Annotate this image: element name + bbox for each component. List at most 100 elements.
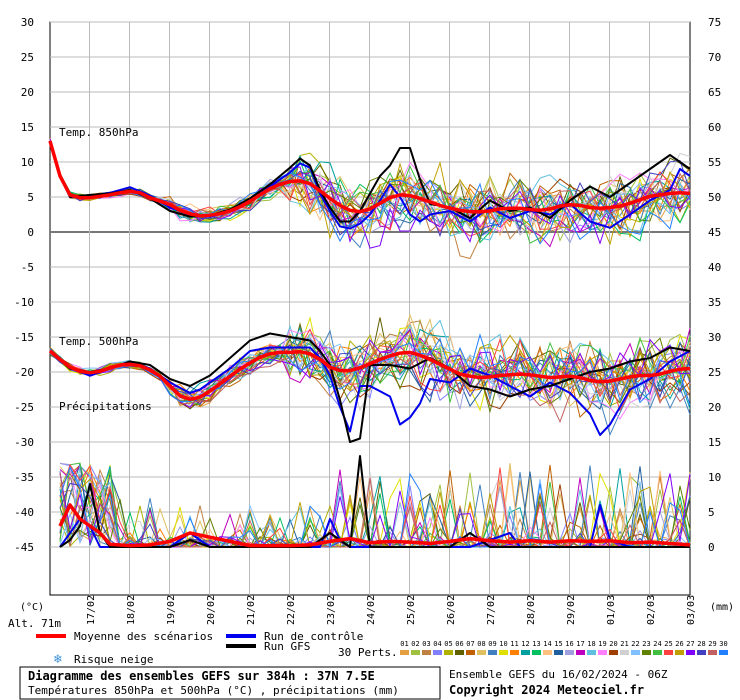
pert-legend-label: 12 xyxy=(521,640,529,648)
left-unit: (°C) xyxy=(20,602,44,613)
legend-control-label: Run de contrôle xyxy=(264,630,363,643)
snowflake-icon: ❄ xyxy=(53,652,62,667)
chart-subtitle: Températures 850hPa et 500hPa (°C) , pré… xyxy=(28,684,399,697)
right-tick-label: 10 xyxy=(708,471,721,484)
altitude-label: Alt. 71m xyxy=(8,617,61,630)
left-tick-label: 20 xyxy=(21,86,34,99)
series-mean_t850 xyxy=(48,140,691,218)
pert-legend-swatch xyxy=(697,650,706,655)
right-tick-label: 30 xyxy=(708,331,721,344)
pert-legend-swatch xyxy=(433,650,442,655)
pert-legend-label: 06 xyxy=(455,640,463,648)
pert-legend-swatch xyxy=(675,650,684,655)
pert-legend-swatch xyxy=(708,650,717,655)
pert-legend-swatch xyxy=(664,650,673,655)
pert-legend-swatch xyxy=(719,650,728,655)
left-tick-label: -5 xyxy=(21,261,34,274)
right-tick-label: 45 xyxy=(708,226,721,239)
date-tick-label: 27/02 xyxy=(486,595,497,625)
legend-gfs-label: Run GFS xyxy=(264,640,310,653)
date-tick-label: 01/03 xyxy=(606,595,617,625)
pert-legend-swatch xyxy=(477,650,486,655)
right-tick-label: 20 xyxy=(708,401,721,414)
pert-legend-label: 07 xyxy=(466,640,474,648)
date-axis-ticks: 17/02 18/02 19/02 20/02 21/02 22/02 23/02 24/02… xyxy=(86,595,697,625)
pert-legend-label: 01 xyxy=(400,640,408,648)
pert-legend-swatch xyxy=(609,650,618,655)
pert-legend-label: 20 xyxy=(609,640,617,648)
left-tick-label: -15 xyxy=(14,331,34,344)
series-control_t850 xyxy=(49,140,691,230)
pert-legend-label: 16 xyxy=(565,640,573,648)
pert-legend-label: 25 xyxy=(664,640,672,648)
right-tick-label: 40 xyxy=(708,261,721,274)
label-t850: Temp. 850hPa xyxy=(59,126,138,139)
pert-legend-label: 05 xyxy=(444,640,452,648)
pert-legend-label: 04 xyxy=(433,640,441,648)
pert-legend-label: 26 xyxy=(675,640,683,648)
grid xyxy=(50,21,690,595)
date-tick-label: 18/02 xyxy=(126,595,137,625)
copyright: Copyright 2024 Meteociel.fr xyxy=(449,683,644,697)
pert-legend-label: 14 xyxy=(543,640,551,648)
date-tick-label: 28/02 xyxy=(526,595,537,625)
pert-legend-swatch xyxy=(499,650,508,655)
pert-legend-swatch xyxy=(422,650,431,655)
right-tick-label: 65 xyxy=(708,86,721,99)
right-tick-label: 15 xyxy=(708,436,721,449)
left-tick-label: -10 xyxy=(14,296,34,309)
pert-legend-swatch xyxy=(455,650,464,655)
pert-legend-swatch xyxy=(444,650,453,655)
pert-legend-swatch xyxy=(686,650,695,655)
pert-legend-swatch xyxy=(653,650,662,655)
right-tick-label: 55 xyxy=(708,156,721,169)
pert-legend-label: 13 xyxy=(532,640,540,648)
pert-legend-swatch xyxy=(466,650,475,655)
pert-legend-label: 24 xyxy=(653,640,661,648)
pert-legend: 01 02 03 04 05 06 07 08 09 10 11 12 13 14 15 16 17 18 19 20… xyxy=(400,640,728,655)
pert-legend-swatch xyxy=(631,650,640,655)
date-tick-label: 25/02 xyxy=(406,595,417,625)
left-axis-ticks: 30 25 20 15 10 5 0 -5 -10 -15 -20 -25 -30 -35 -40 -45 xyxy=(14,16,34,554)
left-tick-label: -35 xyxy=(14,471,34,484)
left-tick-label: -20 xyxy=(14,366,34,379)
pert-line-t850 xyxy=(49,141,691,237)
left-tick-label: 15 xyxy=(21,121,34,134)
date-tick-label: 26/02 xyxy=(446,595,457,625)
legend-perts-label: 30 Perts. xyxy=(338,646,398,659)
pert-line-t850 xyxy=(49,141,691,237)
right-tick-label: 70 xyxy=(708,51,721,64)
left-tick-label: -40 xyxy=(14,506,34,519)
pert-legend-label: 11 xyxy=(510,640,518,648)
right-tick-label: 5 xyxy=(708,506,715,519)
run-info: Ensemble GEFS du 16/02/2024 - 06Z xyxy=(449,668,668,681)
pert-legend-label: 18 xyxy=(587,640,595,648)
pert-line-t500 xyxy=(49,333,691,406)
series-mean_precip_mm xyxy=(58,503,691,548)
pert-legend-swatch xyxy=(411,650,420,655)
pert-legend-label: 28 xyxy=(697,640,705,648)
pert-legend-label: 03 xyxy=(422,640,430,648)
pert-legend-label: 21 xyxy=(620,640,628,648)
date-tick-label: 22/02 xyxy=(286,595,297,625)
legend-mean-label: Moyenne des scénarios xyxy=(74,630,213,643)
pert-legend-swatch xyxy=(510,650,519,655)
date-tick-label: 23/02 xyxy=(326,595,337,625)
left-tick-label: 30 xyxy=(21,16,34,29)
pert-legend-swatch xyxy=(521,650,530,655)
pert-legend-swatch xyxy=(576,650,585,655)
left-tick-label: 0 xyxy=(27,226,34,239)
pert-legend-swatch xyxy=(532,650,541,655)
pert-legend-label: 10 xyxy=(499,640,507,648)
legend: Moyenne des scénarios Run de contrôle Ru… xyxy=(36,630,728,667)
pert-legend-label: 15 xyxy=(554,640,562,648)
right-tick-label: 35 xyxy=(708,296,721,309)
chart-title: Diagramme des ensembles GEFS sur 384h : … xyxy=(28,669,375,683)
pert-legend-swatch xyxy=(543,650,552,655)
pert-legend-label: 02 xyxy=(411,640,419,648)
left-tick-label: 10 xyxy=(21,156,34,169)
pert-legend-label: 19 xyxy=(598,640,606,648)
